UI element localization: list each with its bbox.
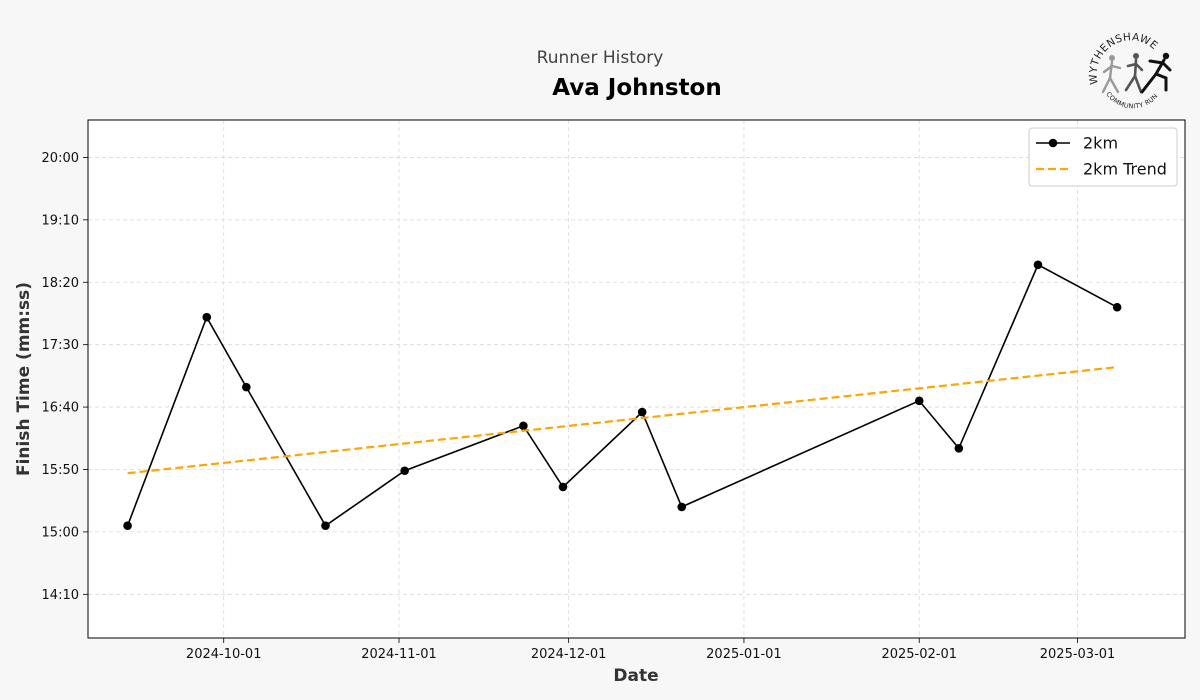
chart-subtitle: Runner History xyxy=(537,48,664,68)
data-point xyxy=(242,382,251,392)
plot-background xyxy=(88,120,1185,638)
data-point xyxy=(400,466,409,476)
runner-silhouette-icon xyxy=(1101,55,1122,94)
runner-silhouette-icon xyxy=(1124,53,1144,94)
data-point xyxy=(677,502,687,512)
club-logo: WYTHENSHAWE COMMUNITY RUN xyxy=(1087,31,1172,110)
y-tick-label: 14:10 xyxy=(42,588,79,603)
data-point xyxy=(123,521,132,530)
y-axis-label: Finish Time (mm:ss) xyxy=(14,282,34,476)
legend: 2km 2km Trend xyxy=(1028,127,1178,187)
runner-silhouette-icon xyxy=(1140,52,1172,94)
trend-line xyxy=(127,366,1118,475)
data-point xyxy=(1112,302,1122,312)
y-tick-label: 15:00 xyxy=(42,525,79,540)
x-axis-label: Date xyxy=(613,666,658,686)
logo-tagline: COMMUNITY RUN xyxy=(1104,90,1159,110)
data-point xyxy=(558,482,568,492)
logo-name: WYTHENSHAWE xyxy=(1087,31,1160,85)
y-tick-label: 20:00 xyxy=(42,151,79,166)
x-tick-label: 2025-03-01 xyxy=(1040,647,1116,662)
y-tick-label: 17:30 xyxy=(42,338,79,353)
data-point xyxy=(637,407,647,417)
data-point xyxy=(519,421,528,431)
data-point xyxy=(954,443,964,453)
legend-marker xyxy=(1048,138,1058,148)
x-tick-label: 2024-10-01 xyxy=(186,647,262,662)
chart-title: Ava Johnston xyxy=(552,75,721,101)
data-point xyxy=(914,396,924,406)
y-tick-label: 19:10 xyxy=(42,213,79,228)
x-tick-label: 2024-12-01 xyxy=(531,647,607,662)
plot-area: 14:10 15:00 15:50 16:40 17:30 18:20 19:10 20:00… xyxy=(42,119,1186,662)
data-point xyxy=(1033,260,1043,270)
plot-frame xyxy=(87,119,1186,639)
y-tick-label: 16:40 xyxy=(42,401,79,416)
x-tick-label: 2025-02-01 xyxy=(881,647,957,662)
y-tick-label: 18:20 xyxy=(42,276,79,291)
legend-label: 2km Trend xyxy=(1083,160,1167,179)
data-point xyxy=(321,521,330,530)
x-tick-label: 2025-01-01 xyxy=(706,647,782,662)
y-tick-label: 15:50 xyxy=(42,463,79,478)
data-point xyxy=(202,312,212,322)
legend-label: 2km xyxy=(1083,134,1118,153)
x-tick-label: 2024-11-01 xyxy=(361,647,437,662)
